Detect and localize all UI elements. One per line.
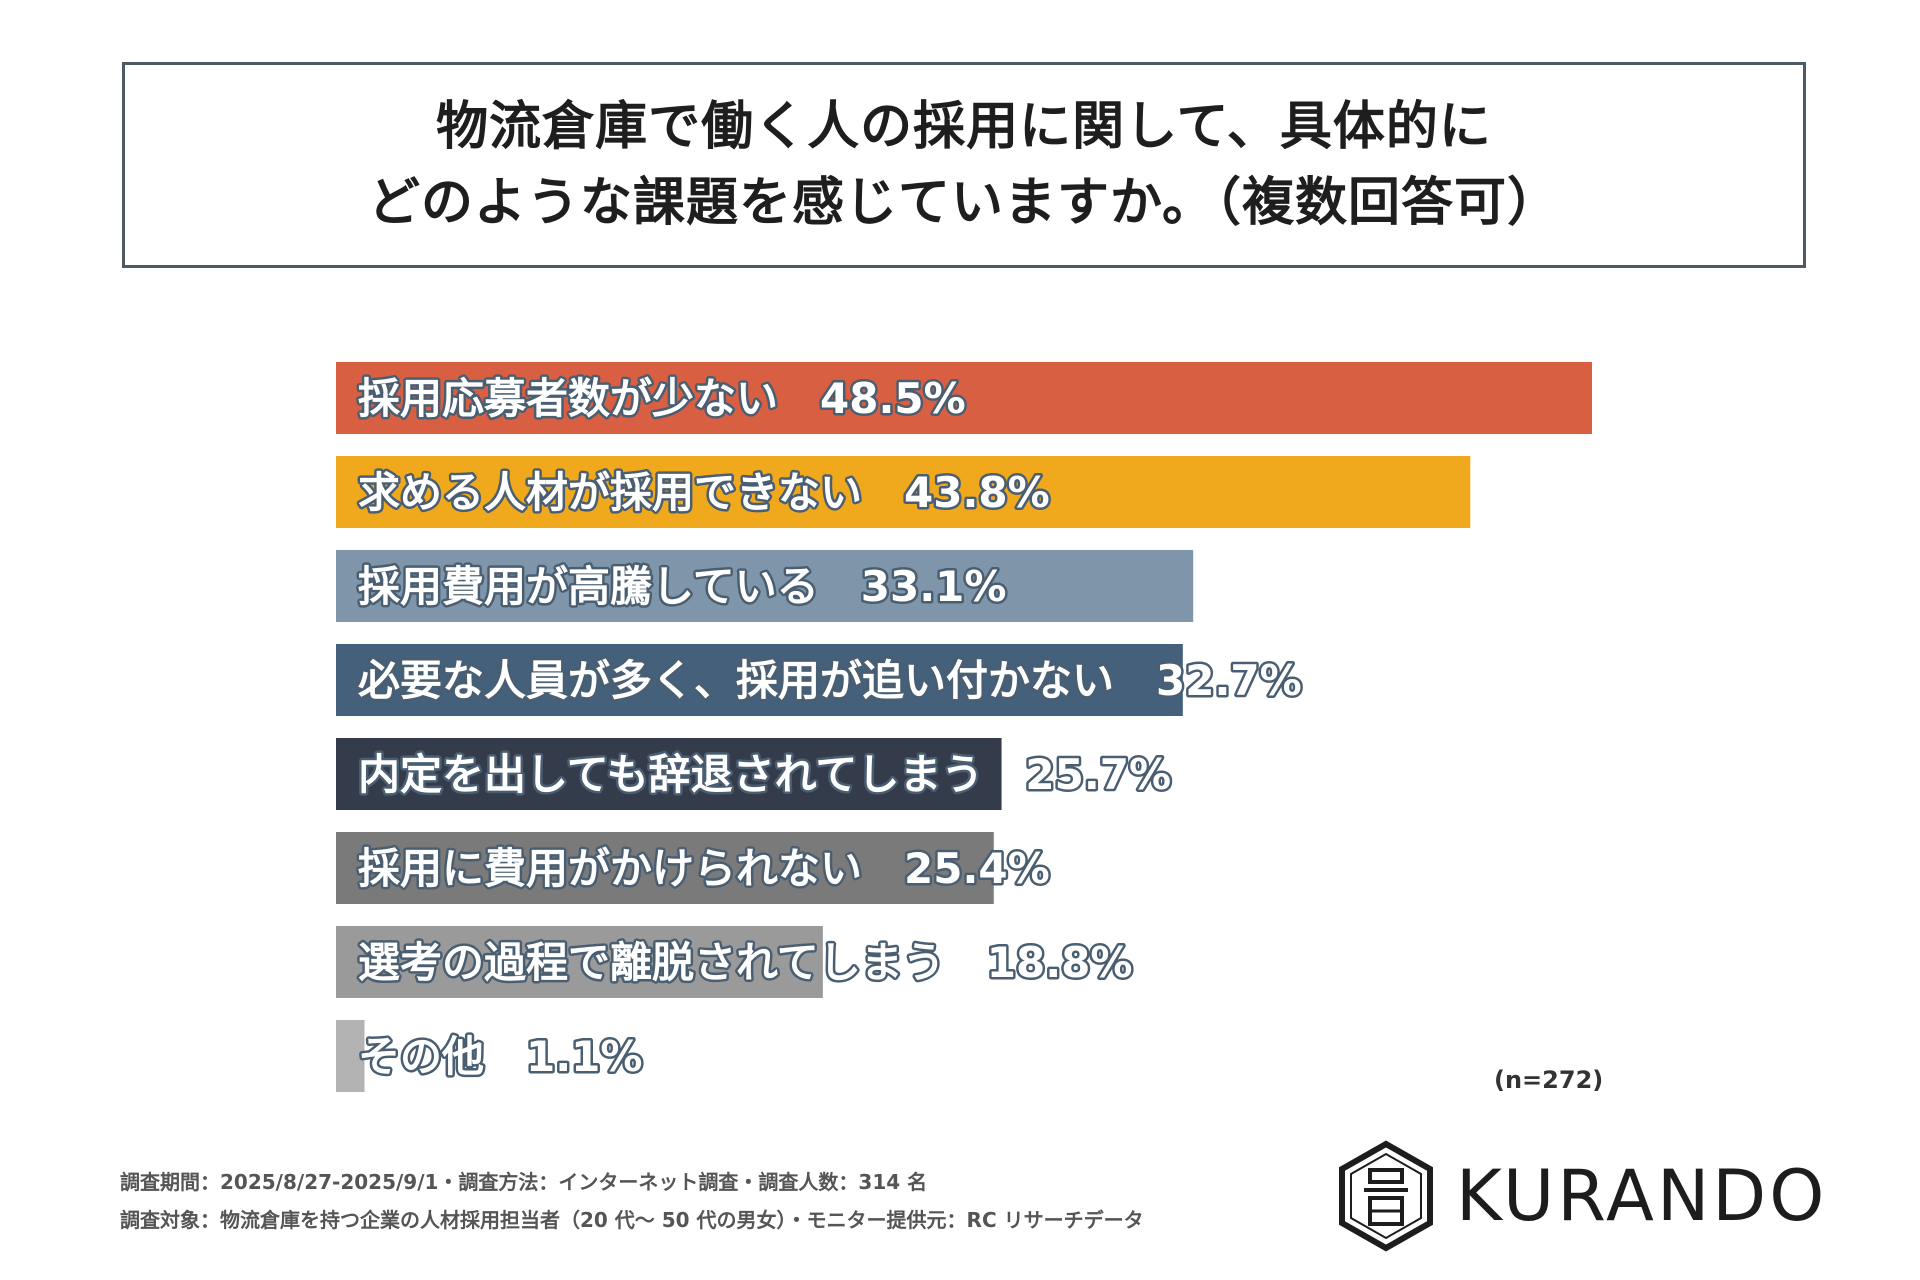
bar-2 [336,550,1194,622]
bar-0 [336,362,1592,434]
bar-4 [336,738,1002,810]
bar-label-7: その他 1.1% [358,1032,643,1081]
chart-title-line-1: 物流倉庫で働く人の採用に関して、具体的に [436,97,1492,157]
bar-label-3: 必要な人員が多く、採用が追い付かない 32.7% [358,656,1302,705]
chart-title-line-2: どのような課題を感じていますか。（複数回答可） [368,173,1560,233]
bar-3 [336,644,1183,716]
bar-label-6: 選考の過程で離脱されてしまう 18.8% [358,938,1132,987]
bar-label-0: 採用応募者数が少ない 48.5% [358,374,966,423]
sample-size-label: (n=272) [1494,1066,1604,1094]
bar-label-1: 求める人材が採用できない 43.8% [358,468,1050,517]
bar-5 [336,832,994,904]
survey-target-note: 調査対象：物流倉庫を持つ企業の人材採用担当者（20 代～ 50 代の男女）・モニ… [120,1208,1144,1232]
title-box: 物流倉庫で働く人の採用に関して、具体的に どのような課題を感じていますか。（複数… [122,62,1806,268]
bar-7 [336,1020,365,1092]
kurando-logo: KURANDO [1338,1140,1827,1252]
bar-6 [336,926,823,998]
bar-1 [336,456,1471,528]
bar-label-2: 採用費用が高騰している 33.1% [358,562,1006,611]
bar-label-4: 内定を出しても辞退されてしまう 25.7% [358,750,1171,799]
survey-period-note: 調査期間：2025/8/27-2025/9/1・調査方法：インターネット調査・調… [120,1170,928,1194]
kurando-logo-text: KURANDO [1456,1155,1828,1237]
bar-label-5: 採用に費用がかけられない 25.4% [358,844,1050,893]
kurando-hexagon-logo-icon [1339,1140,1433,1252]
